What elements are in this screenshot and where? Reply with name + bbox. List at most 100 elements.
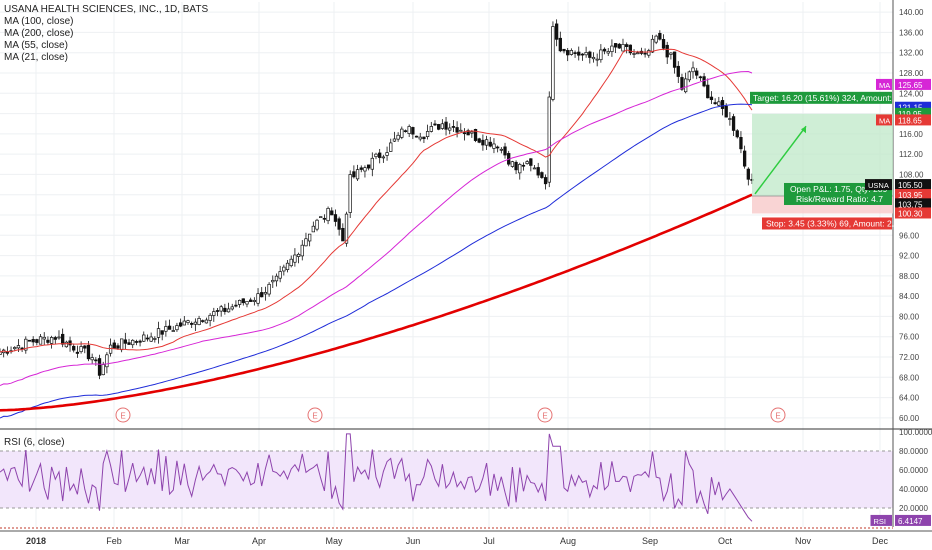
candle-body: [366, 164, 371, 169]
candle-body: [680, 77, 684, 90]
price-tick-label: 92.00: [899, 252, 920, 261]
candle-body: [263, 292, 268, 295]
candle-body: [182, 320, 186, 326]
candle-body: [709, 96, 714, 101]
candle-body: [588, 51, 592, 58]
price-tag: [895, 78, 931, 90]
candle-body: [514, 161, 518, 171]
candle-body: [149, 336, 153, 342]
candle-body: [319, 216, 323, 219]
candle-body: [591, 56, 596, 60]
candle-body: [547, 96, 551, 183]
x-tick-label: Dec: [872, 536, 889, 546]
candle-body: [186, 320, 190, 323]
candle-body: [49, 337, 54, 344]
earnings-marker: [770, 407, 786, 423]
candle-body: [650, 38, 655, 53]
price-tag-label-bg: [865, 179, 892, 191]
candle-body: [304, 238, 308, 247]
ma200-line: [0, 193, 753, 412]
rsi-band: [0, 451, 893, 508]
candle-body: [53, 337, 57, 340]
target-label-bg: [750, 91, 892, 104]
target-label: Target: 16.20 (15.61%) 324, Amount: ...: [753, 93, 901, 103]
earnings-marker: [115, 407, 131, 423]
price-tag: [895, 188, 931, 200]
candle-body: [411, 127, 415, 135]
candle-body: [499, 148, 503, 151]
candle-body: [271, 279, 275, 283]
candle-body: [569, 50, 574, 55]
candle-body: [724, 105, 728, 118]
candle-body: [492, 143, 496, 149]
candle-body: [418, 136, 422, 140]
candle-body: [156, 328, 161, 338]
x-tick-label: Feb: [106, 536, 122, 546]
candle-body: [540, 172, 544, 178]
candle-body: [142, 334, 146, 342]
candle-body: [333, 214, 338, 222]
candle-body: [621, 44, 625, 52]
earnings-marker-label: E: [312, 412, 317, 421]
candle-body: [285, 262, 290, 270]
candle-body: [226, 308, 231, 313]
rsi-tick-label: 80.0000: [899, 447, 928, 456]
candle-body: [260, 292, 264, 298]
candle-body: [204, 319, 209, 324]
price-tick-label: 72.00: [899, 353, 920, 362]
price-tag-value: 118.65: [898, 116, 922, 125]
candle-body: [731, 116, 736, 131]
x-tick-label: Mar: [174, 536, 190, 546]
candle-body: [551, 26, 555, 100]
candle-body: [164, 326, 168, 332]
candle-body: [400, 128, 404, 138]
candle-body: [127, 342, 131, 345]
candle-body: [300, 244, 304, 257]
candle-body: [245, 300, 249, 305]
candle-body: [296, 253, 301, 257]
trade-arrow-head: [801, 126, 806, 134]
candle-body: [167, 325, 172, 330]
price-tag-label: MA: [879, 116, 890, 125]
candle-body: [145, 337, 150, 340]
candle-body: [532, 167, 537, 170]
candle-body: [119, 338, 124, 351]
candle-body: [584, 52, 588, 56]
trade-arrow-line: [754, 125, 807, 195]
x-tick-label: Apr: [252, 536, 266, 546]
candle-body: [90, 357, 94, 361]
candle-body: [525, 161, 529, 165]
candle-body: [27, 339, 32, 342]
price-tag: [895, 514, 931, 526]
candle-body: [451, 126, 456, 128]
candle-body: [31, 339, 35, 343]
legend-ma100: MA (100, close): [4, 16, 74, 27]
price-tick-label: 68.00: [899, 373, 920, 382]
candle-body: [315, 219, 319, 230]
x-tick-label: May: [325, 536, 343, 546]
candle-body: [344, 213, 349, 244]
candle-body: [477, 138, 481, 143]
candle-body: [13, 347, 17, 350]
candle-body: [131, 339, 135, 346]
candle-body: [0, 351, 2, 355]
price-tag-label-bg: [876, 114, 892, 126]
candle-body: [625, 44, 629, 47]
price-tag-value: 119.95: [898, 110, 922, 119]
price-tag-value: 103.95: [898, 191, 923, 200]
candle-body: [20, 347, 24, 350]
candle-body: [234, 304, 238, 307]
candle-body: [190, 323, 194, 325]
candle-body: [197, 318, 201, 325]
candle-body: [654, 35, 658, 43]
price-tick-label: 116.00: [899, 130, 923, 139]
x-tick-label: Aug: [560, 536, 576, 546]
rsi-legend: RSI (6, close): [4, 437, 65, 448]
x-tick-label: Nov: [795, 536, 812, 546]
candle-body: [385, 152, 389, 156]
candle-body: [687, 71, 691, 81]
candle-body: [698, 76, 703, 79]
candle-body: [378, 152, 382, 158]
candle-body: [695, 70, 699, 76]
candle-body: [433, 123, 437, 126]
